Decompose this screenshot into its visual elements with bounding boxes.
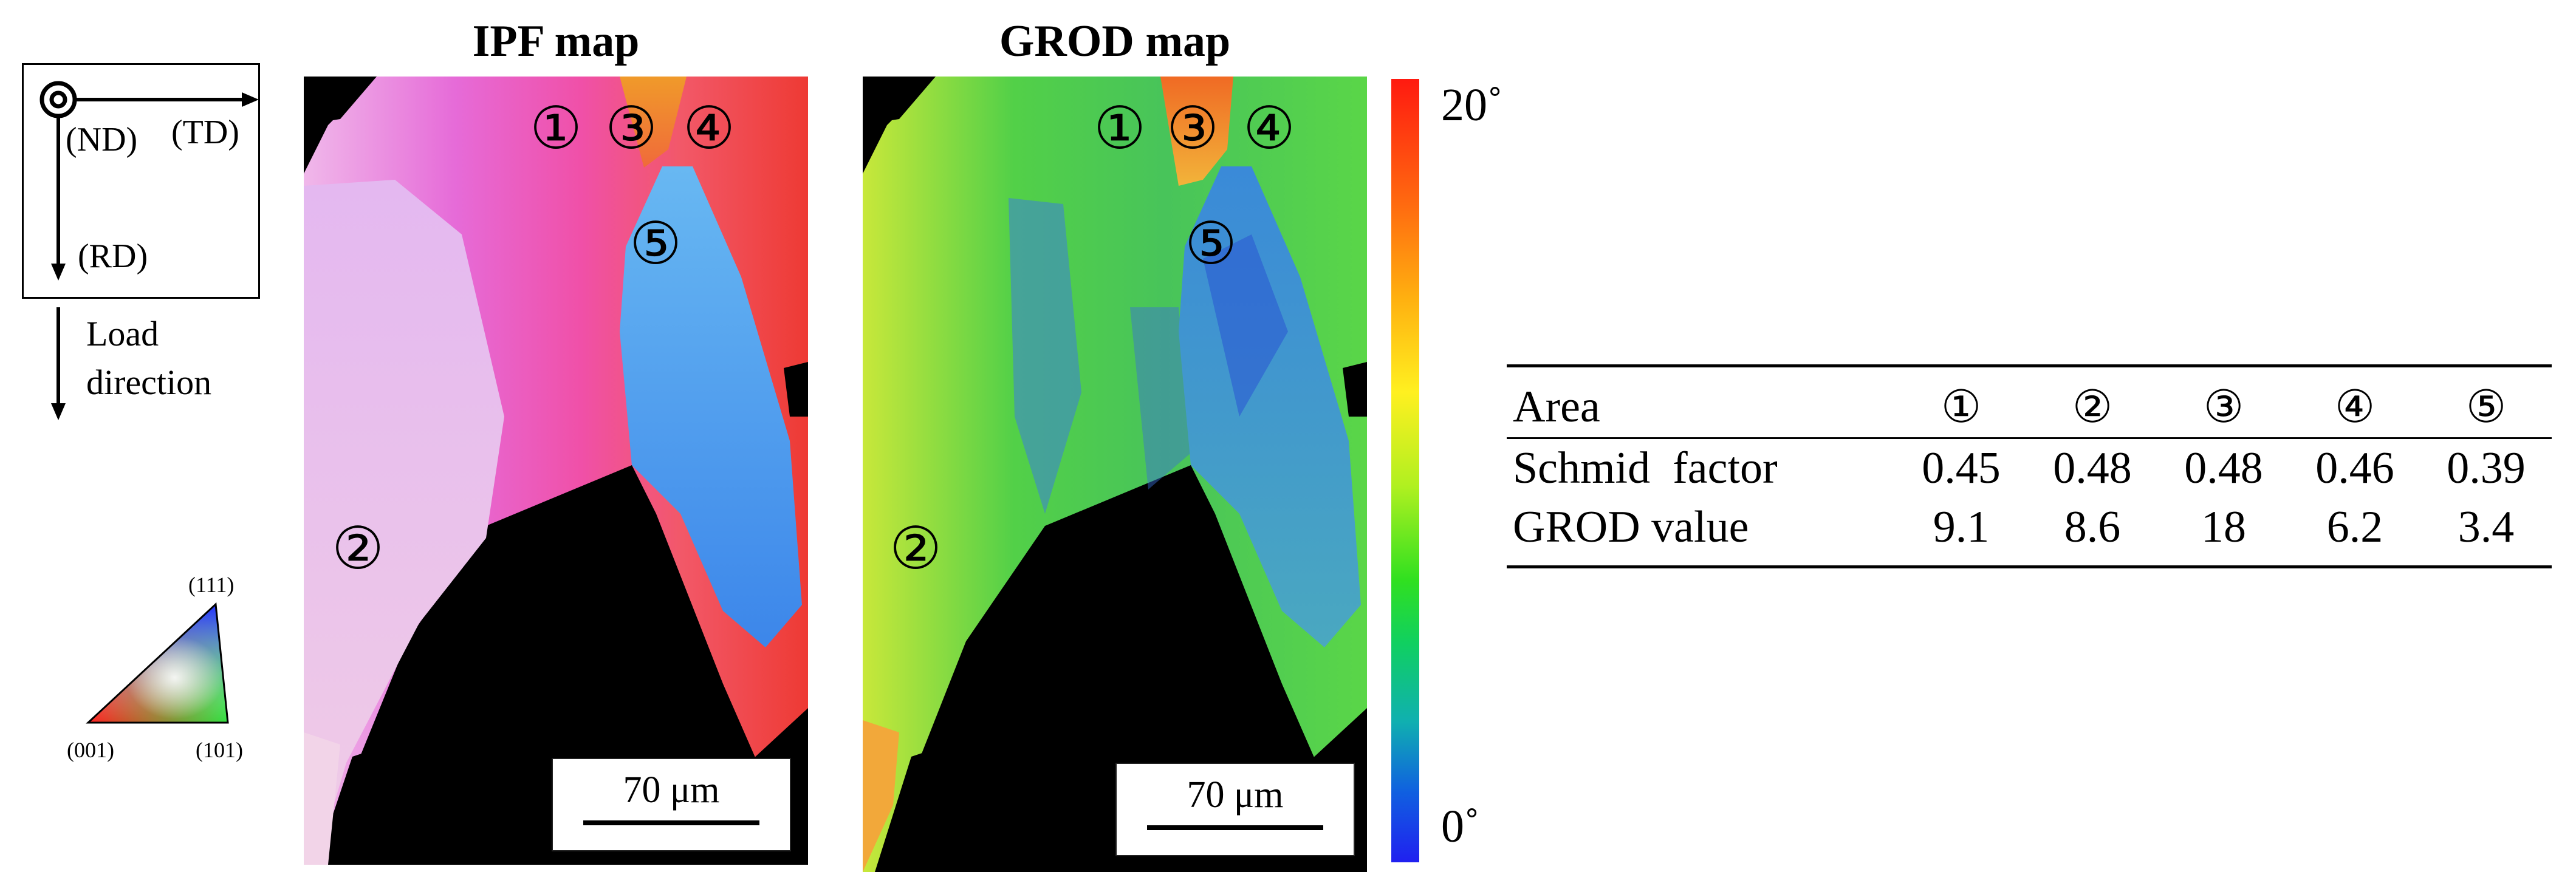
nd-symbol-outer <box>39 81 77 118</box>
grod-scale-bar-line <box>1147 825 1323 830</box>
rd-label: (RD) <box>78 237 148 275</box>
table-cell: 0.48 <box>2184 443 2263 493</box>
table-header-area-1: ① <box>1941 383 1982 432</box>
table-cell: 9.1 <box>1933 502 1990 552</box>
table-cell: 8.6 <box>2064 502 2121 552</box>
table-row-grod: GROD value 9.1 8.6 18 6.2 3.4 <box>1507 498 2552 557</box>
ipf-key-111-label: (111) <box>188 573 235 597</box>
grod-scale-bar-label: 70 μm <box>1187 774 1284 816</box>
colorbar-max-label: 20˚ <box>1441 80 1503 131</box>
table-cell: 3.4 <box>2458 502 2515 552</box>
table-cell: 0.39 <box>2447 443 2526 493</box>
table-header-rule <box>1507 437 2552 439</box>
load-direction-label-line1: Load <box>86 314 159 353</box>
ipf-key-101-label: (101) <box>196 738 243 762</box>
table-top-rule <box>1507 364 2552 367</box>
table-cell: 18 <box>2201 502 2246 552</box>
grod-area-marker-1: ① <box>1094 96 1146 161</box>
table-header-area-4: ④ <box>2334 383 2376 432</box>
grod-scale-bar: 70 μm <box>1115 763 1355 856</box>
colorbar-gradient <box>1391 79 1419 862</box>
axes-arrows <box>39 81 259 420</box>
table-header-rule-row <box>1507 437 2552 439</box>
grod-area-marker-2: ② <box>889 516 942 581</box>
ipf-map-title: IPF map <box>472 16 640 66</box>
table-row-label: Schmid factor <box>1513 443 1778 493</box>
load-direction-label-line2: direction <box>86 363 212 402</box>
ipf-area-marker-5: ⑤ <box>629 211 682 276</box>
table-cell: 0.45 <box>1922 443 2001 493</box>
grod-area-marker-4: ④ <box>1243 96 1296 161</box>
rd-arrowhead <box>51 264 66 281</box>
table-header-area-2: ② <box>2072 383 2113 432</box>
td-arrowhead <box>242 92 259 107</box>
td-label: (TD) <box>171 114 239 151</box>
axes-frame <box>22 63 260 299</box>
results-table: Area ① ② ③ ④ ⑤ Schmid factor 0.45 0.48 0… <box>1507 377 2552 557</box>
ipf-area-marker-2: ② <box>332 516 385 581</box>
table-bottom-rule <box>1507 565 2552 568</box>
ipf-area-marker-3: ③ <box>605 96 658 161</box>
load-arrowhead <box>51 403 66 420</box>
table-header-area-3: ③ <box>2203 383 2244 432</box>
colorbar-min-label: 0˚ <box>1441 801 1480 852</box>
table-row-label: GROD value <box>1513 502 1749 552</box>
table-row-schmid: Schmid factor 0.45 0.48 0.48 0.46 0.39 <box>1507 439 2552 498</box>
table-cell: 0.46 <box>2315 443 2394 493</box>
ipf-area-marker-1: ① <box>530 96 583 161</box>
nd-symbol-inner <box>49 90 67 109</box>
ipf-map-image <box>304 77 808 865</box>
table-header-row: Area ① ② ③ ④ ⑤ <box>1507 377 2552 437</box>
grod-map-title: GROD map <box>999 16 1231 66</box>
table-header-area-5: ⑤ <box>2465 383 2507 432</box>
ipf-area-marker-4: ④ <box>683 96 736 161</box>
ipf-scale-bar-line <box>583 820 759 825</box>
grod-area-marker-3: ③ <box>1166 96 1219 161</box>
ipf-key-001-label: (001) <box>67 738 114 762</box>
table-cell: 6.2 <box>2326 502 2383 552</box>
ipf-scale-bar-label: 70 μm <box>623 769 720 811</box>
grod-area-marker-5: ⑤ <box>1185 211 1238 276</box>
grod-map-image <box>863 77 1367 872</box>
results-table-wrap: Area ① ② ③ ④ ⑤ Schmid factor 0.45 0.48 0… <box>1507 364 2552 568</box>
ipf-scale-bar: 70 μm <box>552 758 791 851</box>
table-cell: 0.48 <box>2053 443 2132 493</box>
nd-label: (ND) <box>66 121 138 158</box>
table-header-area: Area <box>1513 382 1600 432</box>
ipf-key-triangle <box>86 602 229 724</box>
